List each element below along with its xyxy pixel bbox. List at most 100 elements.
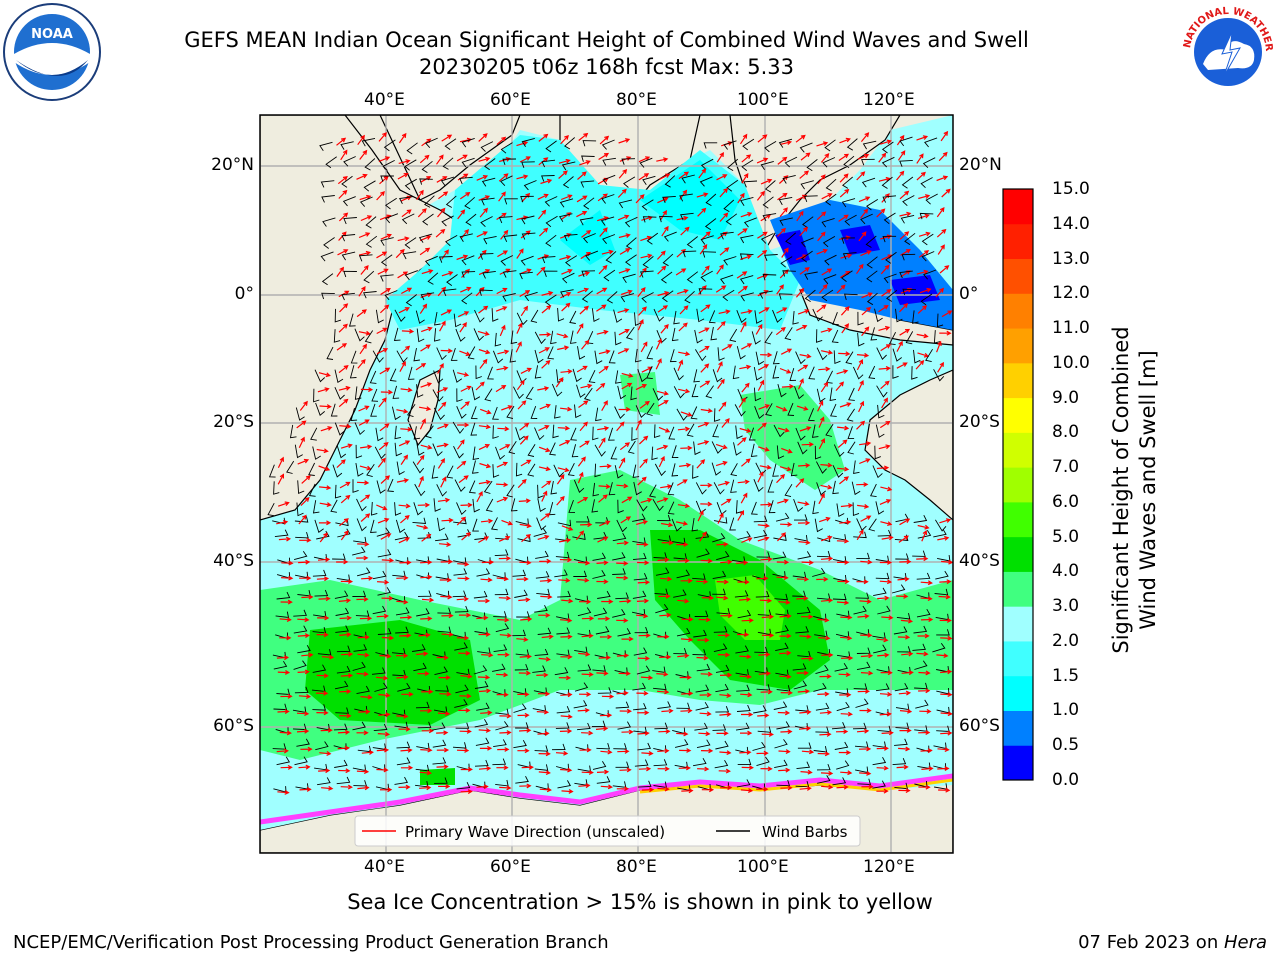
wave-direction-arrow <box>439 542 452 547</box>
wave-direction-arrow <box>519 435 529 445</box>
wind-barb <box>695 349 707 362</box>
wave-direction-arrow <box>476 175 489 181</box>
wave-direction-arrow <box>339 518 349 527</box>
wave-direction-arrow <box>401 287 413 295</box>
wave-direction-arrow <box>941 559 953 565</box>
wind-barb <box>792 311 799 325</box>
wind-barb <box>933 369 945 382</box>
wave-direction-arrow <box>597 426 610 431</box>
lon-tick-top-60e: 60°E <box>490 90 531 110</box>
wave-direction-arrow <box>939 617 952 623</box>
wind-barb <box>417 721 432 729</box>
wind-barb <box>420 292 435 301</box>
wave-direction-arrow <box>521 764 534 770</box>
wind-barb <box>917 529 932 539</box>
wave-direction-arrow <box>637 318 644 331</box>
wave-direction-arrow <box>899 231 910 240</box>
wind-barb <box>764 180 776 193</box>
wave-direction-arrow <box>456 516 466 526</box>
wave-direction-arrow <box>480 518 494 524</box>
wave-direction-arrow <box>277 473 284 485</box>
colorbar-tick-label: 2.0 <box>1052 630 1080 651</box>
wave-direction-arrow <box>640 253 653 259</box>
wind-barb <box>519 271 533 280</box>
wave-direction-arrow <box>880 486 893 492</box>
wave-direction-arrow <box>577 497 589 504</box>
wave-direction-arrow <box>777 498 789 504</box>
wave-direction-arrow <box>579 160 591 166</box>
chart-title: GEFS MEAN Indian Ocean Significant Heigh… <box>184 28 1029 52</box>
wind-barb <box>694 722 708 731</box>
wind-barb <box>521 161 535 168</box>
wave-direction-arrow <box>779 650 792 656</box>
wave-direction-arrow <box>919 708 932 714</box>
wind-barb <box>692 649 707 656</box>
wind-barb <box>615 701 630 709</box>
wave-direction-arrow <box>937 766 950 772</box>
wave-direction-arrow <box>581 730 594 736</box>
wind-barb <box>464 196 475 210</box>
map-frame <box>259 114 954 854</box>
wave-direction-arrow <box>837 425 850 431</box>
wave-direction-arrow <box>476 784 489 790</box>
wave-direction-arrow <box>496 672 509 678</box>
wave-direction-arrow <box>756 157 769 164</box>
wind-barb <box>556 689 570 696</box>
wave-direction-arrow <box>359 149 368 160</box>
wind-barb <box>802 216 814 229</box>
wave-direction-arrow <box>719 711 732 717</box>
wave-direction-arrow <box>579 747 592 753</box>
wind-barb <box>433 407 445 421</box>
wave-direction-arrow <box>480 710 493 716</box>
wind-barb <box>793 498 804 513</box>
wave-direction-arrow <box>820 535 833 542</box>
wave-direction-arrow <box>460 286 472 293</box>
wind-barb <box>334 308 342 323</box>
wind-barb <box>571 444 579 458</box>
wave-direction-arrow <box>680 708 693 714</box>
wave-direction-arrow <box>716 730 729 736</box>
wind-barb <box>286 460 295 474</box>
wave-direction-arrow <box>661 708 674 714</box>
wind-barb <box>641 199 654 211</box>
wave-direction-arrow <box>816 211 827 221</box>
wind-barb <box>415 764 430 772</box>
wave-direction-arrow <box>478 536 490 544</box>
colorbar-segment <box>1003 501 1033 538</box>
wind-barb <box>740 196 754 206</box>
wind-barb <box>723 256 737 266</box>
wind-barb <box>913 625 928 634</box>
wave-direction-arrow <box>657 634 670 640</box>
wave-direction-arrow <box>837 439 848 448</box>
wave-direction-arrow <box>339 481 351 489</box>
wave-direction-arrow <box>396 478 410 483</box>
wave-direction-arrow <box>479 207 489 218</box>
wind-barb <box>782 270 796 277</box>
wave-direction-arrow <box>941 188 951 198</box>
wind-barb <box>471 460 479 474</box>
wind-barb <box>322 217 336 227</box>
wave-direction-arrow <box>758 404 771 410</box>
wind-barb <box>472 518 479 532</box>
wind-barb <box>634 348 642 363</box>
wave-direction-arrow <box>435 228 446 238</box>
wind-barb <box>673 589 687 598</box>
wave-direction-arrow <box>819 673 832 679</box>
wave-direction-arrow <box>420 559 433 565</box>
wind-barb <box>804 289 816 302</box>
wave-direction-arrow <box>780 348 793 355</box>
wind-barb <box>753 479 764 492</box>
wind-barb <box>412 461 425 474</box>
wave-direction-arrow <box>436 730 449 736</box>
wave-direction-arrow <box>896 593 909 599</box>
wave-direction-arrow <box>916 269 929 275</box>
wave-direction-arrow <box>519 422 530 431</box>
wind-barb <box>395 626 409 634</box>
wave-direction-arrow <box>757 290 769 297</box>
wave-direction-arrow <box>838 750 852 756</box>
colorbar-tick-label: 4.0 <box>1052 561 1080 582</box>
wind-barb <box>470 422 478 436</box>
wave-direction-arrow <box>537 691 551 697</box>
wave-direction-arrow <box>899 728 912 733</box>
wave-direction-arrow <box>721 418 730 428</box>
